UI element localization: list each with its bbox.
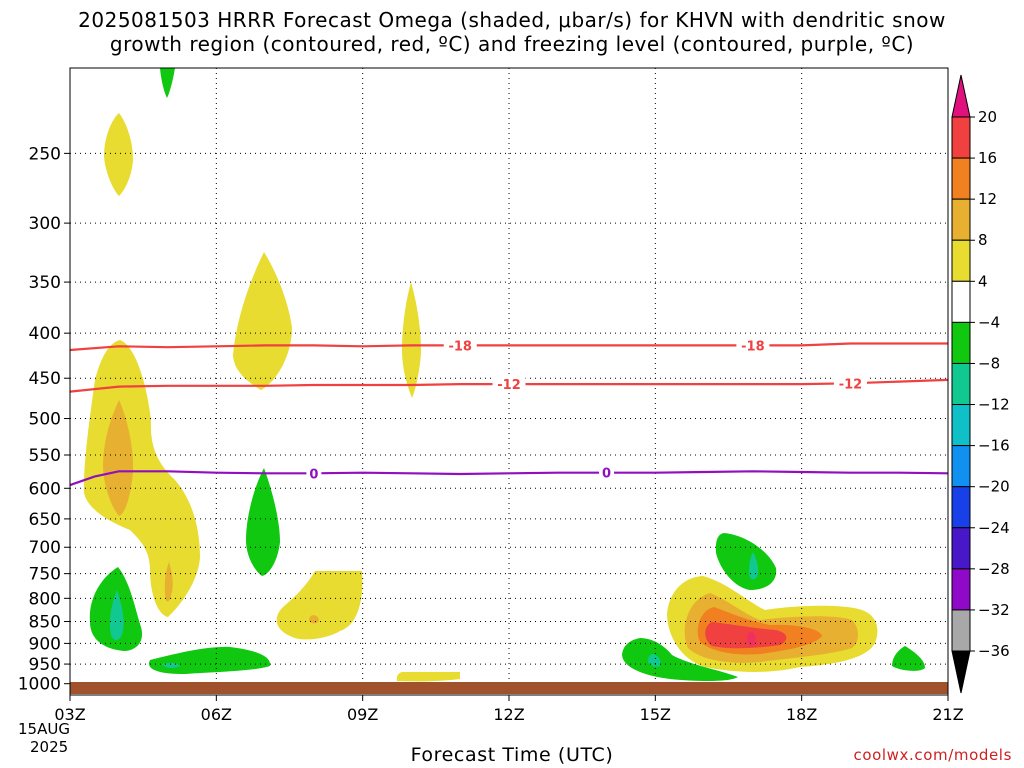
colorbar-segment xyxy=(951,609,971,652)
omega-region-green-low xyxy=(149,646,271,674)
y-tick-label: 800 xyxy=(29,589,61,609)
x-tick-label: 15Z xyxy=(640,705,671,724)
y-tick-label: 900 xyxy=(29,634,61,654)
colorbar-bottom-arrow xyxy=(951,650,971,694)
colorbar-label: −8 xyxy=(978,354,1000,372)
colorbar-segment xyxy=(951,445,971,488)
colorbar-segment xyxy=(951,280,971,323)
colorbar-segment xyxy=(951,404,971,447)
x-tick-label: 06Z xyxy=(201,705,232,724)
contour-label: -12 xyxy=(497,378,521,393)
omega-region-orange-dot xyxy=(309,615,319,624)
x-tick-label: 03Z xyxy=(54,705,85,724)
omega-region-green-right-lower xyxy=(622,638,738,682)
contour-label-bg xyxy=(736,337,770,354)
y-tick-label: 350 xyxy=(29,273,61,293)
x-tick-label: 12Z xyxy=(493,705,524,724)
colorbar-segment xyxy=(951,157,971,200)
date-label-day: 15AUG xyxy=(18,720,70,738)
colorbar-segment xyxy=(951,486,971,529)
contour-label: 0 xyxy=(309,467,318,482)
contour-label-bg xyxy=(833,375,867,392)
colorbar-label: −4 xyxy=(978,313,1000,331)
colorbar-label: −24 xyxy=(978,519,1010,537)
colorbar-segment xyxy=(951,321,971,364)
contour-label-bg xyxy=(599,464,615,481)
contour-label: -18 xyxy=(741,339,765,354)
surface-terrain-band xyxy=(70,682,948,694)
colorbar-segment xyxy=(951,198,971,241)
x-axis-time: 03Z 06Z 09Z 12Z 15Z 18Z 21Z xyxy=(54,695,964,724)
colorbar-label: 12 xyxy=(978,190,997,208)
x-tick-label: 18Z xyxy=(786,705,817,724)
omega-region-yellow-narrow xyxy=(402,282,421,398)
omega-region-teal-left xyxy=(109,590,124,641)
omega-region-green-far-right xyxy=(892,646,925,671)
contour-line xyxy=(70,470,948,487)
contour-label-bg xyxy=(306,465,322,482)
omega-region-teal-right-lower xyxy=(648,654,661,667)
contour-label-bg xyxy=(443,337,477,354)
colorbar-label: 20 xyxy=(978,108,997,126)
colorbar-label: −28 xyxy=(978,560,1010,578)
colorbar-segment xyxy=(951,239,971,282)
omega-region-yellow-top xyxy=(104,113,133,196)
colorbar-segment xyxy=(951,116,971,159)
y-tick-label: 250 xyxy=(29,144,61,164)
omega-region-yellow-low-left xyxy=(276,571,363,640)
contour-line xyxy=(70,342,948,352)
omega-region-red-right xyxy=(705,622,787,649)
colorbar-label: −20 xyxy=(978,478,1010,496)
colorbar-label: 8 xyxy=(978,231,988,249)
y-tick-label: 850 xyxy=(29,613,61,633)
colorbar-label: 4 xyxy=(978,272,988,290)
y-tick-label: 750 xyxy=(29,565,61,585)
omega-region-magenta-right xyxy=(747,632,756,647)
contour-label: -12 xyxy=(839,377,863,392)
y-tick-label: 650 xyxy=(29,510,61,530)
omega-region-orange-left xyxy=(103,400,134,516)
omega-shaded-regions xyxy=(83,68,925,682)
contour-label: 0 xyxy=(602,467,611,482)
colorbar-segment xyxy=(951,362,971,406)
omega-colorbar: 20 16 12 8 4 −4 −8 −12 −16 −20 −24 −28 −32 −36 xyxy=(951,74,1010,694)
chart-title-line1: 2025081503 HRRR Forecast Omega (shaded, … xyxy=(78,8,946,32)
chart-title-line2: growth region (contoured, red, ºC) and f… xyxy=(109,32,915,56)
contour-labels: -18 -18 -12 -12 0 0 xyxy=(306,337,867,482)
colorbar-label: −16 xyxy=(978,437,1010,455)
omega-region-yellow-mid xyxy=(233,252,292,390)
contour-label-bg xyxy=(492,376,526,393)
y-axis-pressure: 2503003504004505005506006507007508008509… xyxy=(18,144,70,695)
omega-region-green-right-upper xyxy=(715,533,777,590)
contour-label: -18 xyxy=(448,339,472,354)
omega-region-orange-small xyxy=(164,562,173,602)
colorbar-label: −36 xyxy=(978,642,1010,660)
omega-region-yellow-bottom xyxy=(396,672,460,682)
omega-region-green-mid xyxy=(246,468,280,576)
x-axis-title: Forecast Time (UTC) xyxy=(410,744,614,766)
y-tick-label: 400 xyxy=(29,324,61,344)
y-tick-label: 300 xyxy=(29,214,61,234)
y-tick-label: 950 xyxy=(29,655,61,675)
colorbar-top-arrow xyxy=(951,74,971,118)
colorbar-label: −12 xyxy=(978,396,1010,414)
colorbar-segment xyxy=(951,568,971,611)
x-tick-label: 21Z xyxy=(932,705,963,724)
colorbar-label: 16 xyxy=(978,149,997,167)
y-tick-label: 600 xyxy=(29,479,61,499)
y-tick-label: 700 xyxy=(29,538,61,558)
omega-region-yellow-left xyxy=(83,340,200,617)
y-tick-label: 550 xyxy=(29,446,61,466)
y-tick-label: 450 xyxy=(29,369,61,389)
x-tick-label: 09Z xyxy=(347,705,378,724)
omega-region-green-top xyxy=(160,68,175,98)
credit-link[interactable]: coolwx.com/models xyxy=(853,746,1012,764)
omega-region-teal-right-upper xyxy=(749,552,759,580)
y-tick-label: 1000 xyxy=(18,675,61,695)
colorbar-label: −32 xyxy=(978,601,1010,619)
date-label-year: 2025 xyxy=(30,738,69,756)
colorbar-segment xyxy=(951,527,971,570)
y-tick-label: 500 xyxy=(29,410,61,430)
